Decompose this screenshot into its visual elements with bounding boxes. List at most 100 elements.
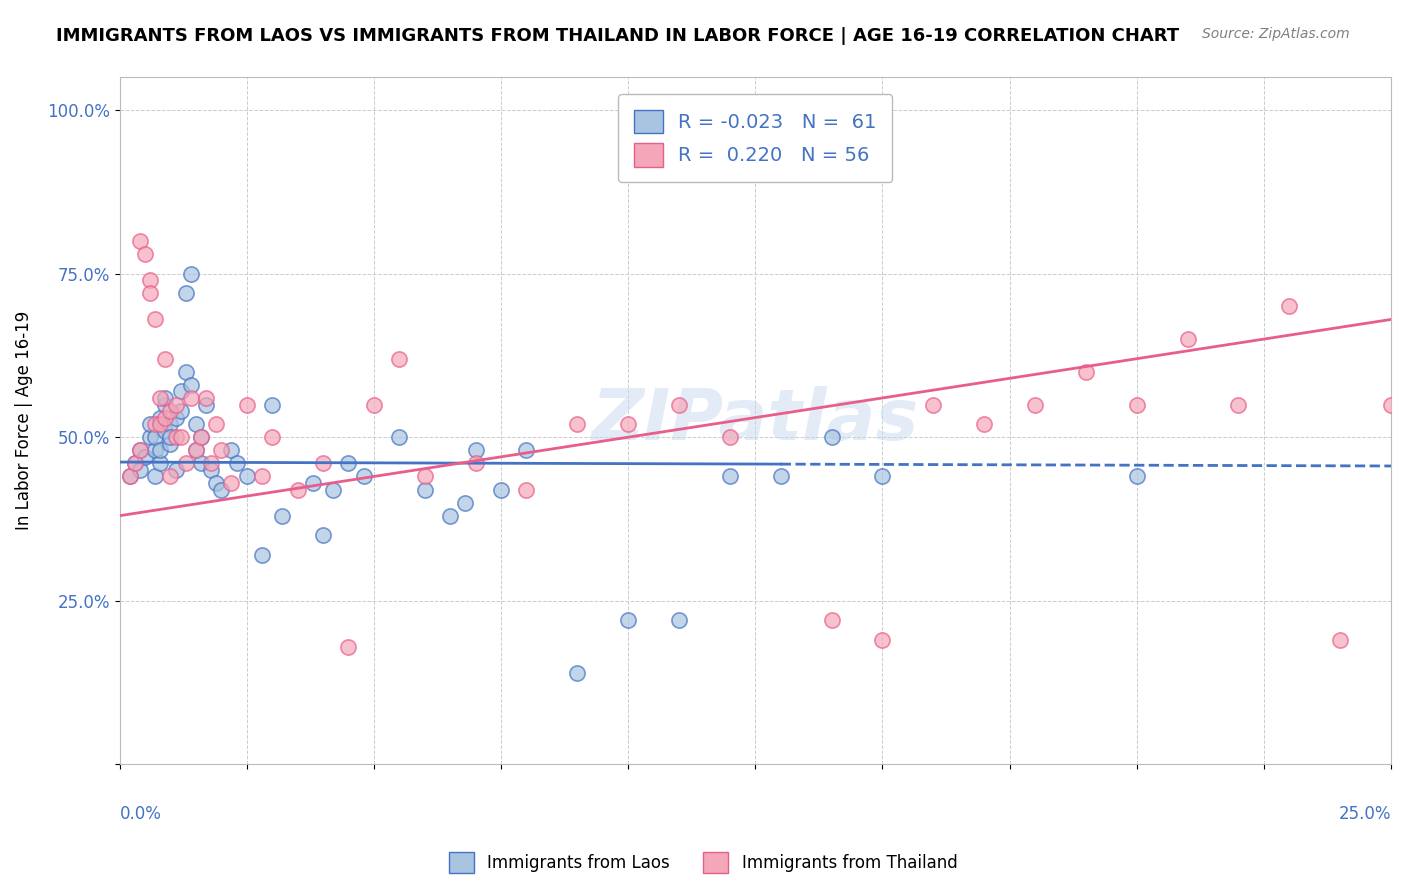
Point <box>221 443 243 458</box>
Point <box>180 391 202 405</box>
Point <box>1329 632 1351 647</box>
Point <box>129 234 152 248</box>
Point <box>155 410 177 425</box>
Point <box>668 613 690 627</box>
Legend: R = -0.023   N =  61, R =  0.220   N = 56: R = -0.023 N = 61, R = 0.220 N = 56 <box>619 94 893 182</box>
Point <box>200 463 222 477</box>
Point <box>200 456 222 470</box>
Text: Source: ZipAtlas.com: Source: ZipAtlas.com <box>1202 27 1350 41</box>
Point <box>1379 397 1402 411</box>
Point <box>668 397 690 411</box>
Legend: Immigrants from Laos, Immigrants from Thailand: Immigrants from Laos, Immigrants from Th… <box>441 846 965 880</box>
Point <box>820 430 842 444</box>
Point <box>149 391 172 405</box>
Point <box>922 397 945 411</box>
Point <box>209 443 232 458</box>
Point <box>464 443 486 458</box>
Point <box>143 312 166 326</box>
Point <box>169 430 191 444</box>
Point <box>718 430 741 444</box>
Point <box>1177 332 1199 346</box>
Point <box>165 463 187 477</box>
Point <box>143 443 166 458</box>
Point <box>337 640 360 654</box>
Point <box>262 397 284 411</box>
Point <box>169 404 191 418</box>
Point <box>872 632 894 647</box>
Point <box>184 417 207 431</box>
Point <box>322 483 344 497</box>
Point <box>617 613 640 627</box>
Point <box>195 391 218 405</box>
Point <box>118 469 141 483</box>
Point <box>190 430 212 444</box>
Point <box>155 424 177 438</box>
Point <box>388 430 411 444</box>
Point <box>235 469 257 483</box>
Point <box>1125 397 1147 411</box>
Point <box>567 417 589 431</box>
Text: IMMIGRANTS FROM LAOS VS IMMIGRANTS FROM THAILAND IN LABOR FORCE | AGE 16-19 CORR: IMMIGRANTS FROM LAOS VS IMMIGRANTS FROM … <box>56 27 1180 45</box>
Point <box>567 665 589 680</box>
Point <box>353 469 375 483</box>
Point <box>129 443 152 458</box>
Point <box>169 384 191 399</box>
Point <box>769 469 792 483</box>
Point <box>287 483 309 497</box>
Point <box>312 528 335 542</box>
Point <box>205 417 228 431</box>
Point <box>134 450 156 464</box>
Point <box>118 469 141 483</box>
Point <box>159 436 181 450</box>
Point <box>134 247 156 261</box>
Point <box>515 443 537 458</box>
Point <box>184 443 207 458</box>
Point <box>454 495 477 509</box>
Point <box>205 475 228 490</box>
Point <box>718 469 741 483</box>
Point <box>872 469 894 483</box>
Point <box>225 456 247 470</box>
Point <box>209 483 232 497</box>
Point <box>973 417 995 431</box>
Point <box>221 475 243 490</box>
Point <box>180 267 202 281</box>
Point <box>464 456 486 470</box>
Point <box>174 456 197 470</box>
Point <box>195 397 218 411</box>
Point <box>143 430 166 444</box>
Point <box>262 430 284 444</box>
Point <box>149 410 172 425</box>
Point <box>139 430 162 444</box>
Point <box>1024 397 1046 411</box>
Point <box>617 417 640 431</box>
Point <box>489 483 512 497</box>
Point <box>159 430 181 444</box>
Point <box>139 286 162 301</box>
Text: ZIPatlas: ZIPatlas <box>592 386 920 455</box>
Point <box>180 377 202 392</box>
Point <box>155 351 177 366</box>
Point <box>139 417 162 431</box>
Point <box>190 430 212 444</box>
Point <box>1125 469 1147 483</box>
Point <box>820 613 842 627</box>
Point <box>155 397 177 411</box>
Point <box>184 443 207 458</box>
Point <box>174 286 197 301</box>
Point <box>124 456 146 470</box>
Point <box>165 397 187 411</box>
Point <box>1227 397 1250 411</box>
Point <box>515 483 537 497</box>
Point <box>155 391 177 405</box>
Point <box>149 456 172 470</box>
Point <box>302 475 325 490</box>
Point <box>413 483 436 497</box>
Point <box>149 443 172 458</box>
Point <box>250 469 273 483</box>
Point <box>139 273 162 287</box>
Text: 0.0%: 0.0% <box>120 805 162 823</box>
Point <box>129 443 152 458</box>
Point <box>337 456 360 470</box>
Point <box>174 365 197 379</box>
